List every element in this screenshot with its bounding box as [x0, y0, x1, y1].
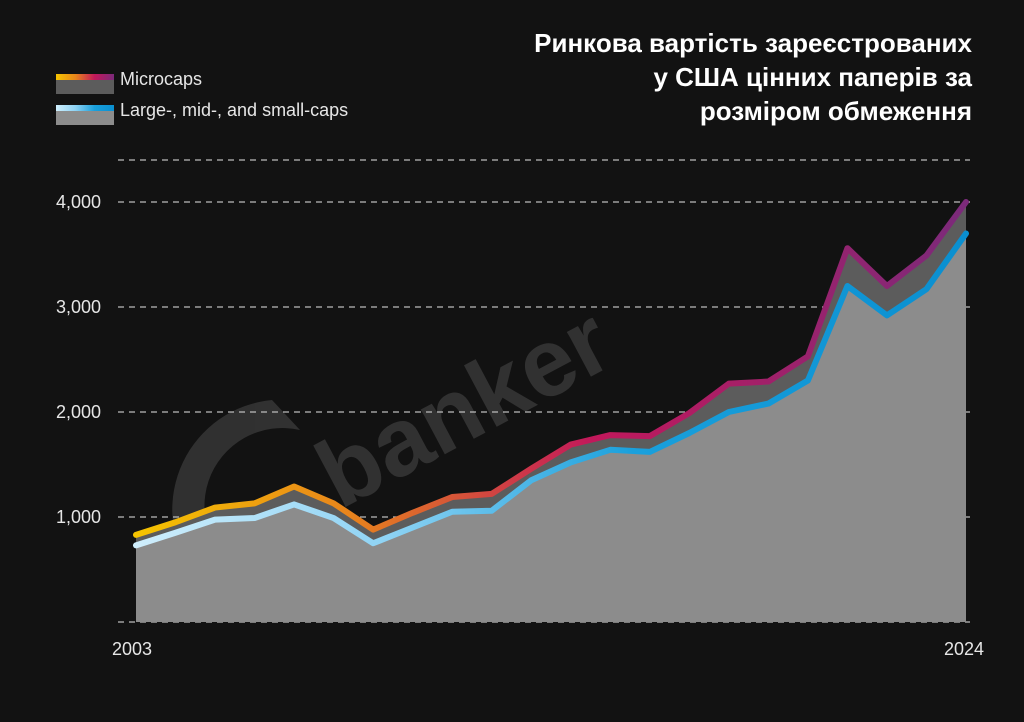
legend-label-microcaps: Microcaps: [120, 69, 203, 89]
chart-title-line-2: у США цінних паперів за: [653, 62, 972, 92]
x-tick-label-end: 2024: [944, 639, 984, 659]
y-tick-label: 3,000: [56, 297, 101, 317]
line-large-mid-small-caps: [133, 230, 969, 549]
series-lines: [133, 199, 969, 549]
y-tick-label: 4,000: [56, 192, 101, 212]
x-axis-ticks: 2003 2024: [112, 639, 984, 659]
legend: Microcaps Large-, mid-, and small-caps: [56, 68, 348, 130]
legend-swatch-large-mid-small-caps: [56, 104, 114, 125]
y-axis-ticks: 1,000 2,000 3,000 4,000: [56, 192, 101, 527]
chart-title-line-1: Ринкова вартість зареєстрованих: [534, 28, 972, 58]
x-tick-label-start: 2003: [112, 639, 152, 659]
line-microcaps: [133, 199, 969, 538]
chart-title-line-3: розміром обмеження: [699, 96, 972, 126]
legend-item-large-mid-small-caps: Large-, mid-, and small-caps: [56, 99, 348, 130]
legend-swatch-microcaps: [56, 73, 114, 94]
y-tick-label: 2,000: [56, 402, 101, 422]
legend-item-microcaps: Microcaps: [56, 68, 348, 99]
legend-label-large-mid-small-caps: Large-, mid-, and small-caps: [120, 100, 349, 120]
chart-title: Ринкова вартість зареєстрованих у США ці…: [534, 26, 972, 128]
y-tick-label: 1,000: [56, 507, 101, 527]
